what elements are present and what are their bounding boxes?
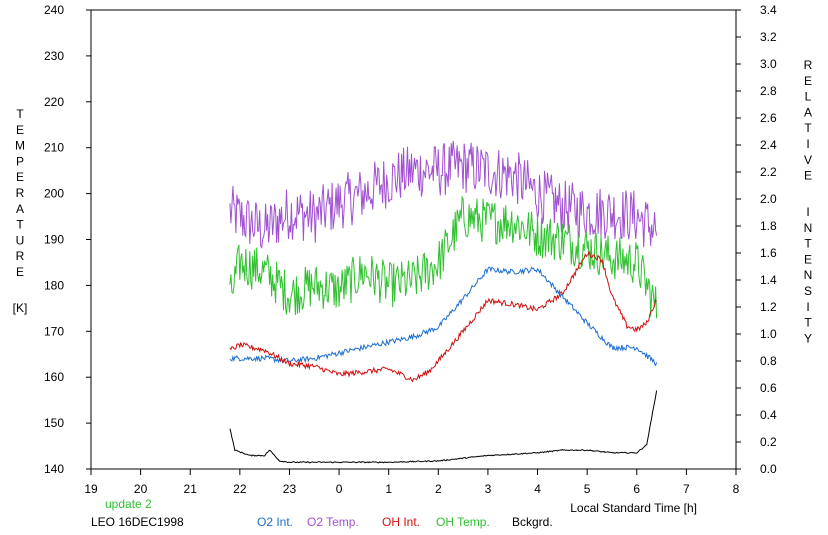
right-tick-label: 1.8 xyxy=(760,219,777,233)
left-tick-label: 180 xyxy=(44,278,64,292)
legend-item: O2 Int. xyxy=(257,515,293,529)
right-label-letter: A xyxy=(804,105,812,119)
x-axis-ticks: 19 20 21 22 23 0 1 2 3 4 5 6 7 8 xyxy=(84,469,740,496)
x-tick-label: 19 xyxy=(84,482,98,496)
left-label-letter: E xyxy=(16,265,24,279)
x-tick-label: 22 xyxy=(233,482,247,496)
left-label-letter: R xyxy=(16,249,25,263)
right-label-letter: I xyxy=(806,205,809,219)
left-label-letter: T xyxy=(16,107,24,121)
left-axis-ticks: 140 150 160 170 180 190 200 210 220 230 240 xyxy=(44,3,91,476)
left-tick-label: 240 xyxy=(44,3,64,17)
left-tick-label: 210 xyxy=(44,141,64,155)
right-tick-label: 3.0 xyxy=(760,57,777,71)
right-label-letter: E xyxy=(804,74,812,88)
right-tick-label: 1.2 xyxy=(760,300,777,314)
x-tick-label: 4 xyxy=(534,482,541,496)
series-line-o2-int xyxy=(229,266,658,367)
right-label-letter: I xyxy=(806,300,809,314)
right-label-letter: T xyxy=(804,121,812,135)
left-label-letter: P xyxy=(16,154,24,168)
left-axis-unit: [K] xyxy=(13,301,28,315)
series-line-bckgrd xyxy=(229,390,658,464)
right-label-letter: R xyxy=(804,58,813,72)
left-label-letter: A xyxy=(16,202,24,216)
right-tick-label: 1.4 xyxy=(760,273,777,287)
legend-item: OH Temp. xyxy=(436,515,490,529)
left-label-letter: E xyxy=(16,170,24,184)
right-tick-label: 0.4 xyxy=(760,408,777,422)
right-label-letter: I xyxy=(806,137,809,151)
left-label-letter: M xyxy=(15,139,25,153)
right-axis-ticks: 0.0 0.2 0.4 0.6 0.8 1.0 1.2 1.4 1.6 1.8 2.0 2.2 2.4 2… xyxy=(736,3,777,476)
right-tick-label: 1.6 xyxy=(760,246,777,260)
x-tick-label: 1 xyxy=(385,482,392,496)
legend-item: OH Int. xyxy=(382,515,420,529)
left-tick-label: 160 xyxy=(44,370,64,384)
series-line-oh-temp xyxy=(229,195,658,319)
left-tick-label: 190 xyxy=(44,233,64,247)
left-tick-label: 230 xyxy=(44,49,64,63)
right-tick-label: 2.2 xyxy=(760,165,777,179)
x-tick-label: 7 xyxy=(683,482,690,496)
right-label-letter: E xyxy=(804,252,812,266)
x-tick-label: 3 xyxy=(485,482,492,496)
right-tick-label: 3.2 xyxy=(760,30,777,44)
x-tick-label: 2 xyxy=(435,482,442,496)
right-label-letter: S xyxy=(804,284,812,298)
right-label-letter: V xyxy=(804,153,812,167)
right-label-letter: E xyxy=(804,169,812,183)
x-tick-label: 5 xyxy=(584,482,591,496)
right-tick-label: 0.0 xyxy=(760,462,777,476)
x-tick-label: 6 xyxy=(633,482,640,496)
left-tick-label: 140 xyxy=(44,462,64,476)
right-tick-label: 0.2 xyxy=(760,435,777,449)
right-tick-label: 1.0 xyxy=(760,327,777,341)
right-tick-label: 2.6 xyxy=(760,111,777,125)
left-tick-label: 170 xyxy=(44,324,64,338)
legend-item: Bckgrd. xyxy=(512,515,553,529)
right-tick-label: 2.4 xyxy=(760,138,777,152)
x-tick-label: 23 xyxy=(283,482,297,496)
series-line-oh-int xyxy=(229,249,657,383)
update-text: update 2 xyxy=(105,497,152,511)
right-tick-label: 0.8 xyxy=(760,354,777,368)
left-label-letter: E xyxy=(16,123,24,137)
right-label-letter: L xyxy=(805,90,812,104)
right-tick-label: 3.4 xyxy=(760,3,777,17)
left-label-letter: T xyxy=(16,218,24,232)
x-tick-label: 20 xyxy=(134,482,148,496)
x-tick-label: 21 xyxy=(184,482,198,496)
legend-item: O2 Temp. xyxy=(307,515,359,529)
right-label-letter: T xyxy=(804,237,812,251)
left-tick-label: 200 xyxy=(44,187,64,201)
left-label-letter: R xyxy=(16,186,25,200)
right-label-letter: N xyxy=(804,268,813,282)
legend: O2 Int. O2 Temp. OH Int. OH Temp. Bckgrd. xyxy=(257,515,553,529)
right-tick-label: 0.6 xyxy=(760,381,777,395)
x-tick-label: 8 xyxy=(733,482,740,496)
series-layer xyxy=(229,140,658,464)
right-label-letter: T xyxy=(804,316,812,330)
left-tick-label: 150 xyxy=(44,416,64,430)
series-line-o2-temp xyxy=(229,140,658,249)
left-label-letter: U xyxy=(16,233,25,247)
right-label-letter: Y xyxy=(804,331,812,345)
station-text: LEO 16DEC1998 xyxy=(91,515,184,529)
right-tick-label: 2.8 xyxy=(760,84,777,98)
x-tick-label: 0 xyxy=(336,482,343,496)
plot-frame xyxy=(90,9,737,470)
left-tick-label: 220 xyxy=(44,95,64,109)
right-label-letter: N xyxy=(804,221,813,235)
x-axis-label: Local Standard Time [h] xyxy=(570,501,697,515)
right-tick-label: 2.0 xyxy=(760,192,777,206)
